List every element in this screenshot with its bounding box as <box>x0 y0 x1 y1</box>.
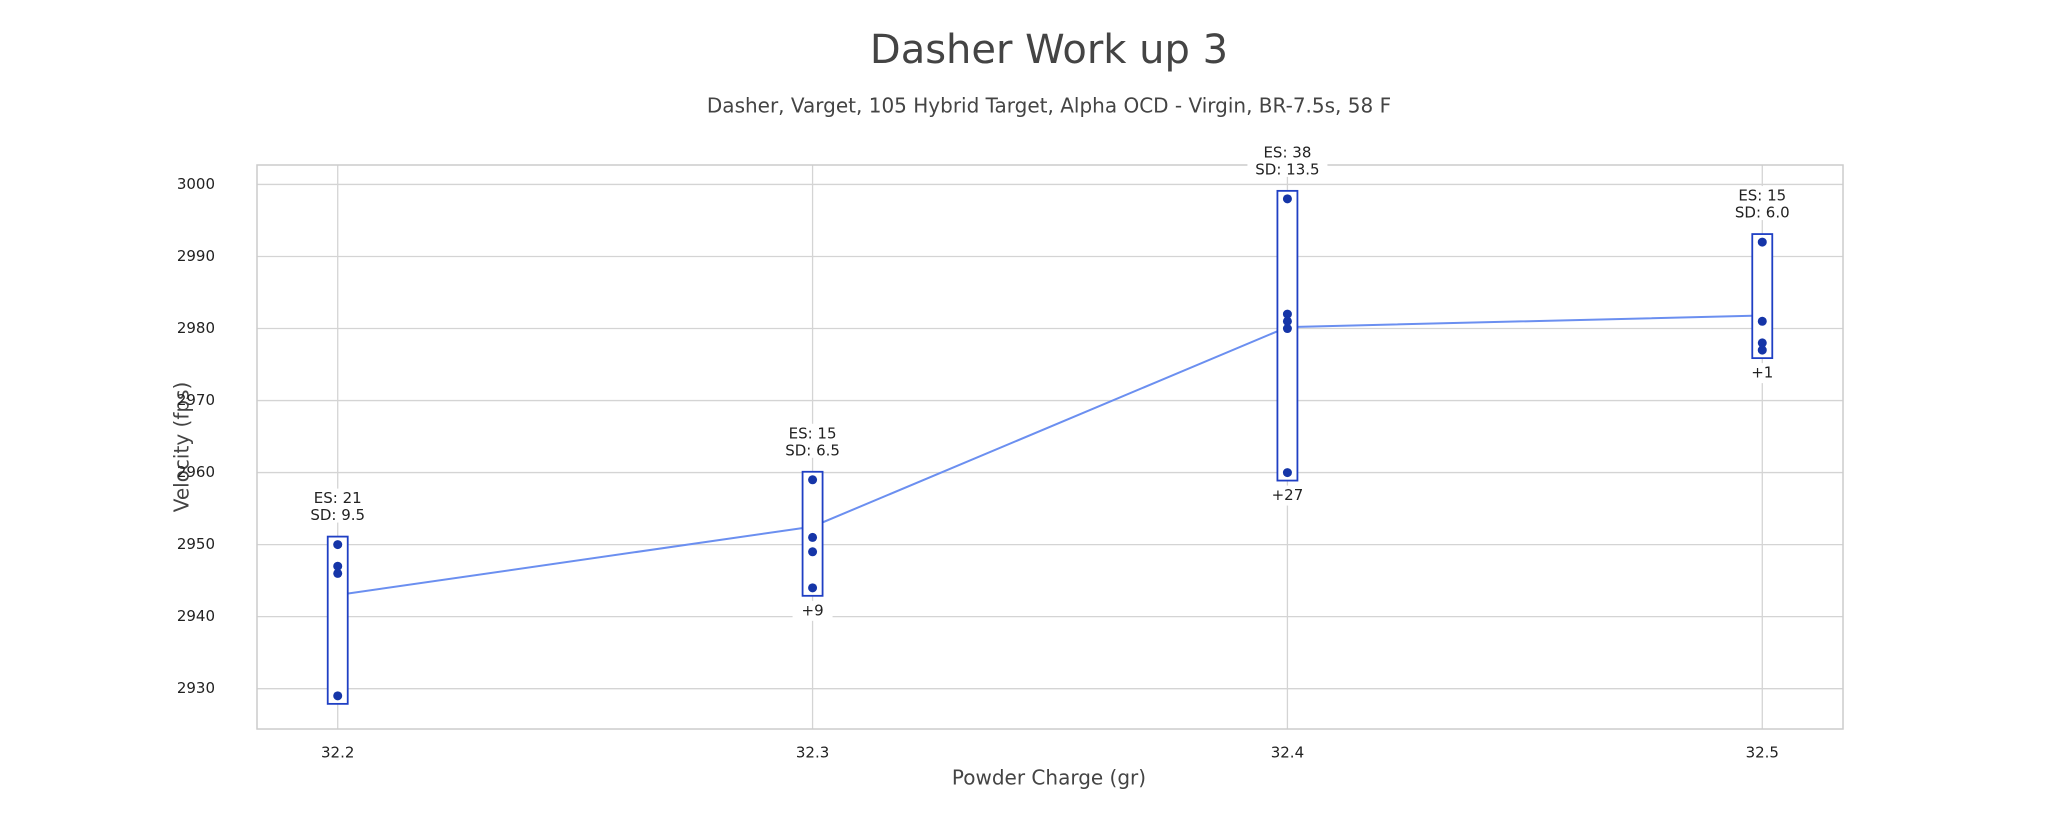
shot-point <box>1757 237 1767 247</box>
shot-point <box>333 561 343 571</box>
shot-point <box>1757 338 1767 348</box>
y-axis-label: Velocity (fps) <box>170 382 194 513</box>
x-tick-label: 32.5 <box>1746 744 1779 762</box>
x-tick-label: 32.2 <box>321 744 354 762</box>
shot-point <box>1757 316 1767 326</box>
shot-point <box>1282 194 1292 204</box>
shot-point <box>808 547 818 557</box>
range-box <box>326 535 349 705</box>
shot-point <box>333 540 343 550</box>
chart-title: Dasher Work up 3 <box>870 27 1228 73</box>
label-bg <box>297 488 378 506</box>
y-tick-label: 2990 <box>177 247 215 265</box>
shot-point <box>333 691 343 701</box>
shot-point <box>808 583 818 593</box>
label-bg <box>1267 485 1308 506</box>
stats-label: ES: 15 <box>1738 187 1786 205</box>
stats-label: SD: 9.5 <box>310 506 365 524</box>
shot-point <box>1282 309 1292 319</box>
trend-line <box>337 314 1763 597</box>
y-tick-label: 2930 <box>177 679 215 697</box>
label-bg <box>1247 142 1328 160</box>
shot-point <box>1282 468 1292 478</box>
stats-label: ES: 21 <box>314 489 362 507</box>
y-tick-label: 2970 <box>177 391 215 409</box>
x-tick-label: 32.3 <box>796 744 829 762</box>
delta-label: +27 <box>1272 486 1304 504</box>
stats-label: ES: 38 <box>1263 143 1311 161</box>
label-bg <box>1722 186 1803 204</box>
shot-point <box>333 568 343 578</box>
shot-point <box>808 475 818 485</box>
range-box <box>1276 189 1299 482</box>
y-tick-label: 3000 <box>177 175 215 193</box>
y-tick-label: 2940 <box>177 607 215 625</box>
stats-label: SD: 6.5 <box>785 441 840 459</box>
stats-label: ES: 15 <box>789 424 837 442</box>
stats-label: SD: 6.0 <box>1735 204 1790 222</box>
x-axis-label: Powder Charge (gr) <box>952 766 1146 790</box>
y-tick-label: 2950 <box>177 535 215 553</box>
label-bg <box>1722 203 1803 221</box>
label-bg <box>1742 363 1783 384</box>
label-bg <box>772 423 853 441</box>
label-bg <box>772 440 853 458</box>
x-tick-label: 32.4 <box>1271 744 1304 762</box>
stats-label: SD: 13.5 <box>1255 160 1319 178</box>
shot-point <box>1282 324 1292 334</box>
label-bg <box>792 600 833 621</box>
label-bg <box>1247 159 1328 177</box>
label-bg <box>297 505 378 523</box>
shot-point <box>1757 345 1767 355</box>
y-tick-label: 2980 <box>177 319 215 337</box>
shot-point <box>1282 316 1292 326</box>
chart-subtitle: Dasher, Varget, 105 Hybrid Target, Alpha… <box>707 94 1391 118</box>
range-box <box>1751 233 1774 360</box>
delta-label: +1 <box>1751 364 1773 382</box>
delta-label: +9 <box>802 601 824 619</box>
y-tick-label: 2960 <box>177 463 215 481</box>
shot-point <box>808 532 818 542</box>
plot-frame <box>256 164 1844 730</box>
